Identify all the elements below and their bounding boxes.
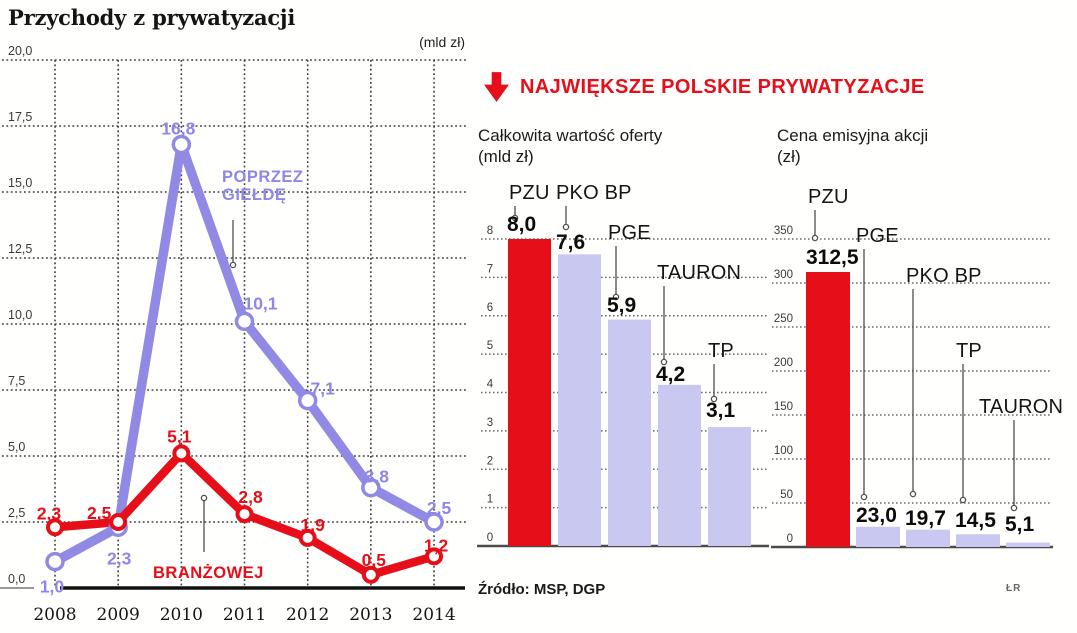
gielda-point-label: 3,8 — [365, 467, 390, 487]
bar-tauron — [658, 384, 701, 546]
bar-pge — [856, 526, 900, 547]
svg-text:1: 1 — [487, 494, 493, 506]
svg-text:2: 2 — [487, 455, 493, 467]
branzowa-point-label: 2,3 — [37, 503, 62, 523]
svg-text:0,0: 0,0 — [8, 572, 25, 586]
value-label: 23,0 — [856, 504, 897, 527]
category-label: PZU — [509, 182, 550, 204]
svg-text:2011: 2011 — [223, 605, 266, 625]
branzowa-point-label: 2,5 — [87, 503, 112, 523]
category-label: PZU — [808, 186, 849, 208]
svg-text:5: 5 — [487, 340, 493, 352]
branzowa-point-label: 2,8 — [238, 487, 263, 507]
value-label: 19,7 — [905, 507, 946, 530]
left-chart-unit-label: (mld zł) — [419, 34, 465, 50]
bar-tauron — [1006, 542, 1050, 547]
value-label: 4,2 — [656, 363, 685, 386]
svg-text:7: 7 — [487, 263, 493, 275]
bar-pko-bp — [558, 254, 601, 546]
svg-text:2009: 2009 — [97, 605, 140, 625]
right-panel-title: NAJWIĘKSZE POLSKIE PRYWATYZACJE — [520, 76, 925, 98]
gielda-point-label: 2,5 — [427, 498, 452, 518]
branzowa-point-label: 1,9 — [301, 515, 326, 535]
svg-text:150: 150 — [774, 401, 793, 413]
source-label: Źródło: MSP, DGP — [478, 581, 606, 598]
category-label: PKO BP — [556, 182, 632, 204]
offer-value-unit: (mld zł) — [478, 147, 534, 166]
svg-text:2010: 2010 — [160, 605, 203, 625]
gielda-point-label: 2,3 — [107, 548, 132, 568]
bar-tp — [708, 427, 751, 546]
privatization-revenue-line-chart: 20,0 17,5 15,0 12,5 10,0 7,5 5,0 2,5 0,0 1,0 2,3 16… — [0, 44, 467, 625]
category-label: TAURON — [979, 396, 1063, 418]
branzowa-point-label: 5,1 — [167, 426, 192, 446]
svg-text:0: 0 — [487, 532, 493, 544]
svg-text:15,0: 15,0 — [8, 176, 32, 190]
svg-text:20,0: 20,0 — [8, 44, 32, 58]
bar-pzu — [806, 272, 850, 547]
category-label: TP — [708, 340, 734, 362]
category-label: PGE — [608, 222, 651, 244]
svg-text:6: 6 — [487, 302, 493, 314]
svg-text:350: 350 — [774, 225, 793, 237]
value-label: 7,6 — [556, 231, 585, 254]
category-label: TP — [956, 340, 982, 362]
value-label: 14,5 — [955, 509, 996, 532]
bar-pge — [608, 319, 651, 546]
svg-text:2,5: 2,5 — [8, 506, 25, 520]
category-label: PGE — [856, 225, 899, 247]
left-chart-title: Przychody z prywatyzacji — [8, 5, 296, 30]
value-label: 3,1 — [706, 399, 736, 422]
gielda-point-label: 10,1 — [243, 293, 277, 313]
svg-text:7,5: 7,5 — [8, 374, 25, 388]
svg-text:2014: 2014 — [412, 605, 455, 625]
svg-text:17,5: 17,5 — [8, 110, 32, 124]
value-label: 5,1 — [1005, 513, 1035, 536]
bar-pzu — [508, 239, 551, 546]
svg-text:2013: 2013 — [349, 605, 392, 625]
issue-price-title: Cena emisyjna akcji — [777, 126, 929, 145]
svg-text:8: 8 — [487, 225, 493, 237]
category-label: TAURON — [657, 262, 741, 284]
svg-text:300: 300 — [774, 269, 793, 281]
category-label: PKO BP — [906, 265, 982, 287]
down-arrow-icon — [484, 72, 509, 102]
svg-text:250: 250 — [774, 313, 793, 325]
gielda-point-label: 7,1 — [311, 379, 336, 399]
series-label-poprzez-gielde: POPRZEZ GIEŁDĘ — [222, 168, 303, 204]
svg-text:2008: 2008 — [33, 605, 76, 625]
svg-text:12,5: 12,5 — [8, 242, 32, 256]
issue-price-subheader: Cena emisyjna akcji (zł) — [777, 125, 928, 167]
svg-text:100: 100 — [774, 445, 793, 457]
offer-value-subheader: Całkowita wartość oferty (mld zł) — [478, 125, 662, 167]
value-label: 312,5 — [806, 246, 859, 269]
svg-text:5,0: 5,0 — [8, 440, 25, 454]
branzowa-point-label: 1,2 — [424, 535, 449, 555]
series-label-branzowej: BRANŻOWEJ — [153, 564, 264, 582]
issue-price-unit: (zł) — [777, 147, 801, 166]
svg-text:10,0: 10,0 — [8, 308, 32, 322]
gielda-point-label: 1,0 — [40, 577, 65, 597]
svg-text:200: 200 — [774, 357, 793, 369]
svg-text:2012: 2012 — [286, 605, 329, 625]
author-credit: ŁR — [1006, 583, 1022, 594]
svg-text:50: 50 — [780, 489, 793, 501]
offer-value-bar-chart: 8 7 6 5 4 3 2 1 0 PZU 8,0 PKO BP 7,6 PGE 5,9 TAURON 4,2 T… — [477, 182, 769, 548]
value-label: 8,0 — [507, 213, 536, 236]
bar-pko-bp — [906, 529, 950, 547]
bar-tp — [956, 534, 1000, 547]
svg-text:4: 4 — [487, 379, 494, 391]
value-label: 5,9 — [607, 294, 636, 317]
svg-text:0: 0 — [787, 533, 793, 545]
branzowa-point-label: 0,5 — [362, 550, 387, 570]
right-panel-header: NAJWIĘKSZE POLSKIE PRYWATYZACJE — [484, 72, 925, 103]
gielda-point-label: 16,8 — [161, 118, 195, 138]
offer-value-title: Całkowita wartość oferty — [478, 126, 663, 145]
svg-text:3: 3 — [487, 417, 493, 429]
